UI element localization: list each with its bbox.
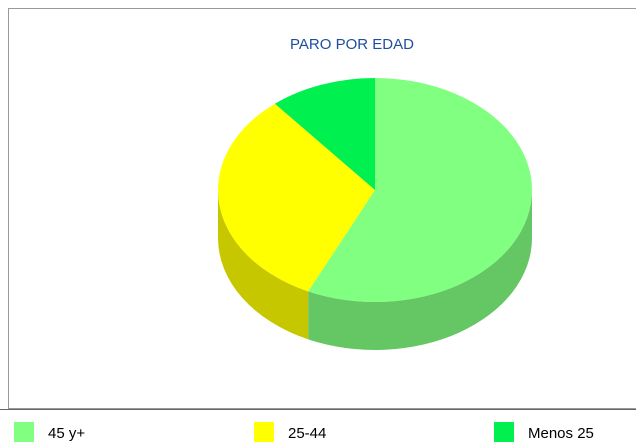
- legend-label: 25-44: [288, 425, 326, 442]
- legend-swatch: [14, 422, 34, 442]
- slice: [274, 78, 375, 190]
- legend-swatch: [254, 422, 274, 442]
- chart-title: PARO POR EDAD: [290, 36, 414, 53]
- slice: [308, 78, 532, 302]
- slice-side: [308, 190, 532, 351]
- slice-side: [218, 190, 309, 340]
- slice: [217, 103, 375, 292]
- legend-label: Menos 25: [528, 425, 594, 442]
- legend-swatch: [494, 422, 514, 442]
- legend-label: 45 y+: [48, 425, 85, 442]
